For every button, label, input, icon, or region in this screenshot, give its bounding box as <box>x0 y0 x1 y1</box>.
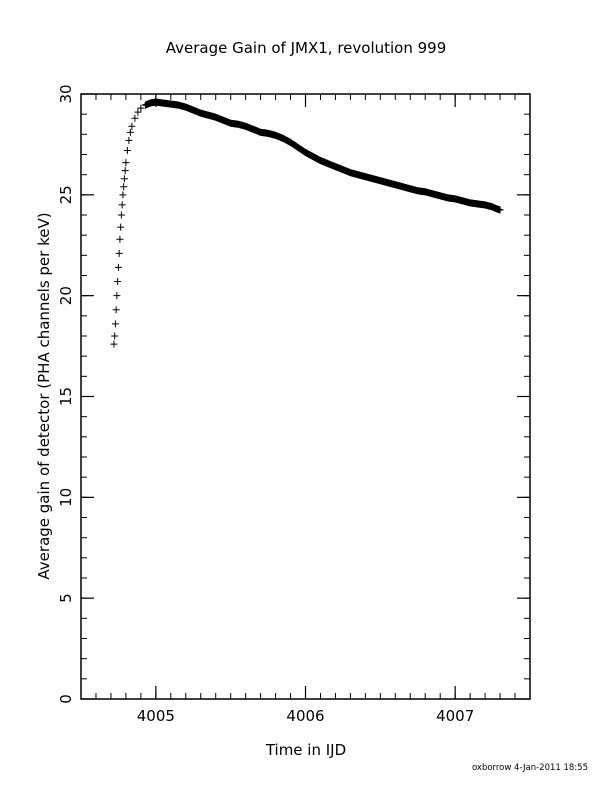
data-point <box>120 175 128 183</box>
y-tick-label: 20 <box>57 286 75 305</box>
y-tick-label: 5 <box>57 593 75 603</box>
data-point <box>126 128 134 136</box>
plot-frame <box>80 93 531 700</box>
data-points <box>110 98 504 348</box>
x-tick-label: 4006 <box>286 707 324 725</box>
data-point <box>114 263 122 271</box>
data-point <box>117 211 125 219</box>
data-point <box>137 104 145 112</box>
y-tick-label: 30 <box>57 84 75 103</box>
y-tick-label: 0 <box>57 694 75 704</box>
data-point <box>119 191 127 199</box>
data-point <box>117 223 125 231</box>
data-point <box>111 320 119 328</box>
data-point <box>496 206 504 214</box>
tick-labels: 4005 4006 4007 0 5 10 15 20 25 30 <box>57 84 474 725</box>
data-point <box>112 306 120 314</box>
x-tick-label: 4007 <box>436 707 474 725</box>
data-point <box>131 114 139 122</box>
data-point <box>114 278 122 286</box>
data-point <box>110 340 118 348</box>
footer-stamp: oxborrow 4-Jan-2011 18:55 <box>472 763 588 773</box>
data-point <box>116 235 124 243</box>
data-point <box>121 167 129 175</box>
axis-ticks <box>80 93 531 700</box>
data-point <box>128 122 136 130</box>
data-point <box>122 159 130 167</box>
y-axis-label: Average gain of detector (PHA channels p… <box>35 212 53 579</box>
y-tick-label: 25 <box>57 185 75 204</box>
y-tick-label: 10 <box>57 488 75 507</box>
data-point <box>125 136 133 144</box>
data-point <box>123 146 131 154</box>
x-tick-label: 4005 <box>137 707 175 725</box>
x-axis-label: Time in IJD <box>265 741 346 759</box>
data-point <box>118 201 126 209</box>
chart-title: Average Gain of JMX1, revolution 999 <box>166 39 447 57</box>
data-point <box>134 108 142 116</box>
data-point <box>115 249 123 257</box>
y-tick-label: 15 <box>57 387 75 406</box>
data-point <box>113 292 121 300</box>
data-point <box>120 183 128 191</box>
data-point <box>111 332 119 340</box>
